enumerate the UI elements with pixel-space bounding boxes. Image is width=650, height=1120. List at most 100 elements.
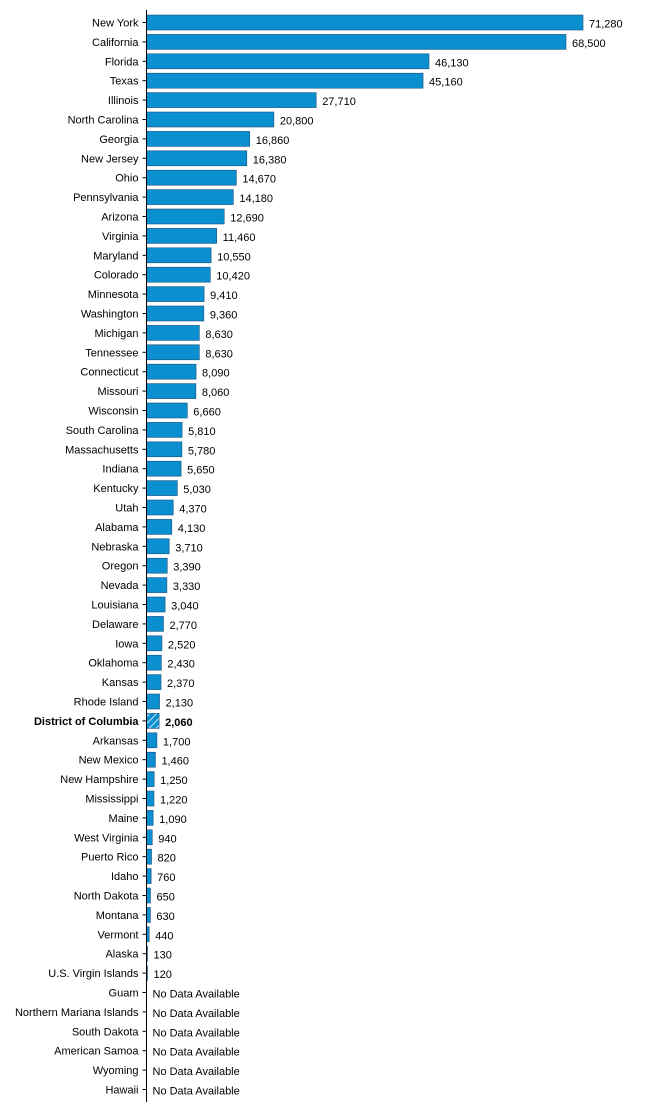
category-label-hawaii: Hawaii (105, 1085, 138, 1097)
category-label-wyoming: Wyoming (93, 1065, 139, 1077)
category-label-tennessee: Tennessee (85, 347, 138, 359)
bar-new-mexico (146, 751, 156, 768)
category-label-vermont: Vermont (98, 929, 139, 941)
bar-district-of-columbia (146, 713, 160, 729)
value-label-ohio: 14,670 (242, 174, 276, 186)
bar-tennessee (146, 344, 200, 361)
value-label-kentucky: 5,030 (183, 484, 211, 496)
category-label-south-carolina: South Carolina (66, 425, 140, 437)
category-label-florida: Florida (105, 56, 140, 68)
value-label-puerto-rico: 820 (158, 853, 176, 865)
bar-indiana (146, 460, 182, 477)
category-label-iowa: Iowa (115, 638, 139, 650)
value-label-maryland: 10,550 (217, 251, 251, 263)
category-label-texas: Texas (110, 76, 139, 88)
bar-illinois (146, 92, 317, 108)
value-label-south-carolina: 5,810 (188, 426, 216, 438)
value-label-california: 68,500 (572, 38, 606, 50)
category-label-idaho: Idaho (111, 871, 139, 883)
value-label-alabama: 4,130 (178, 523, 206, 535)
category-label-maine: Maine (109, 813, 139, 825)
bar-maryland (146, 247, 212, 264)
value-label-hawaii: No Data Available (153, 1086, 240, 1098)
value-label-new-hampshire: 1,250 (160, 775, 188, 787)
value-label-wisconsin: 6,660 (193, 407, 221, 419)
category-label-alaska: Alaska (105, 949, 139, 961)
category-label-indiana: Indiana (102, 464, 139, 476)
category-label-guam: Guam (109, 988, 139, 1000)
value-label-idaho: 760 (157, 872, 175, 884)
category-label-district-of-columbia: District of Columbia (34, 716, 139, 728)
value-label-louisiana: 3,040 (171, 601, 199, 613)
value-label-alaska: 130 (154, 950, 172, 962)
bar-montana (146, 907, 151, 923)
category-label-michigan: Michigan (94, 328, 138, 340)
category-label-arkansas: Arkansas (93, 735, 139, 747)
bar-massachusetts (146, 441, 183, 458)
category-label-pennsylvania: Pennsylvania (73, 192, 139, 204)
category-label-oklahoma: Oklahoma (88, 658, 139, 670)
value-label-maine: 1,090 (159, 814, 187, 826)
bar-florida (146, 53, 430, 70)
bar-minnesota (146, 286, 205, 302)
value-label-wyoming: No Data Available (153, 1066, 240, 1078)
category-label-new-york: New York (92, 18, 139, 30)
bar-delaware (146, 616, 164, 632)
value-label-michigan: 8,630 (205, 329, 233, 341)
category-label-new-jersey: New Jersey (81, 153, 139, 165)
value-label-american-samoa: No Data Available (153, 1047, 240, 1059)
value-label-pennsylvania: 14,180 (239, 193, 273, 205)
value-label-arizona: 12,690 (230, 213, 264, 225)
bars-layer (146, 14, 584, 981)
value-label-new-mexico: 1,460 (161, 756, 189, 768)
value-label-vermont: 440 (155, 930, 173, 942)
value-label-new-york: 71,280 (589, 19, 623, 31)
category-label-arizona: Arizona (101, 212, 139, 224)
bar-north-carolina (146, 111, 275, 128)
category-label-northern-mariana-islands: Northern Mariana Islands (15, 1007, 139, 1019)
bar-texas (146, 72, 424, 89)
value-label-tennessee: 8,630 (205, 348, 233, 360)
category-label-utah: Utah (115, 503, 138, 515)
bar-mississippi (146, 790, 155, 807)
bar-iowa (146, 635, 163, 652)
bar-georgia (146, 131, 251, 147)
bar-california (146, 34, 567, 50)
bar-connecticut (146, 363, 197, 380)
value-label-north-carolina: 20,800 (280, 116, 314, 128)
category-label-ohio: Ohio (115, 173, 138, 185)
value-label-texas: 45,160 (429, 77, 463, 89)
value-label-utah: 4,370 (179, 504, 207, 516)
value-label-connecticut: 8,090 (202, 368, 230, 380)
bar-oklahoma (146, 654, 162, 671)
category-label-rhode-island: Rhode Island (74, 697, 139, 709)
value-label-district-of-columbia: 2,060 (165, 717, 193, 729)
bar-nevada (146, 577, 168, 593)
bar-michigan (146, 325, 200, 341)
bar-kentucky (146, 480, 178, 496)
value-label-minnesota: 9,410 (210, 290, 238, 302)
category-label-louisiana: Louisiana (91, 600, 139, 612)
category-label-washington: Washington (81, 309, 139, 321)
category-label-connecticut: Connecticut (80, 367, 138, 379)
category-label-south-dakota: South Dakota (72, 1026, 140, 1038)
value-label-south-dakota: No Data Available (153, 1027, 240, 1039)
bar-arkansas (146, 732, 158, 749)
value-label-iowa: 2,520 (168, 639, 196, 651)
value-label-delaware: 2,770 (169, 620, 197, 632)
value-label-florida: 46,130 (435, 57, 469, 69)
category-label-nebraska: Nebraska (91, 541, 139, 553)
category-label-puerto-rico: Puerto Rico (81, 852, 138, 864)
value-label-washington: 9,360 (210, 310, 238, 322)
bar-louisiana (146, 596, 166, 613)
value-label-arkansas: 1,700 (163, 736, 191, 748)
value-label-north-dakota: 650 (156, 892, 174, 904)
value-label-colorado: 10,420 (216, 271, 250, 283)
category-label-delaware: Delaware (92, 619, 138, 631)
category-label-illinois: Illinois (108, 95, 139, 107)
bar-nebraska (146, 538, 170, 555)
bar-new-hampshire (146, 771, 155, 787)
bar-ohio (146, 169, 237, 186)
bar-missouri (146, 383, 197, 399)
